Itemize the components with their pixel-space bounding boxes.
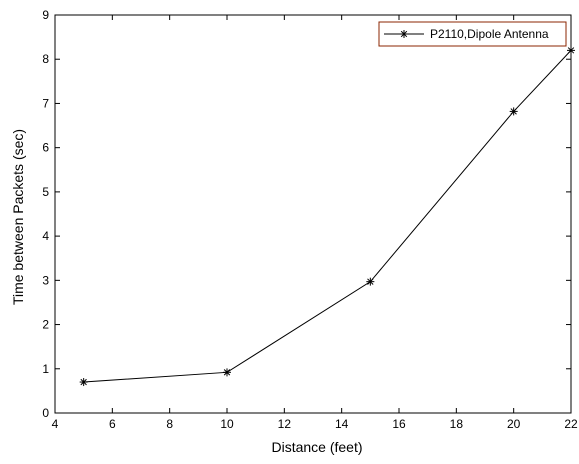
x-tick-label: 16 — [392, 417, 406, 431]
y-tick-label: 0 — [42, 406, 49, 420]
legend: P2110,Dipole Antenna — [378, 21, 567, 47]
y-tick-label: 9 — [42, 8, 49, 22]
y-tick-label: 2 — [42, 318, 49, 332]
x-tick-label: 18 — [450, 417, 464, 431]
series-layer — [79, 46, 575, 387]
x-tick-label: 20 — [507, 417, 521, 431]
y-tick-label: 6 — [42, 141, 49, 155]
x-tick-label: 4 — [52, 417, 59, 431]
y-tick-label: 1 — [42, 362, 49, 376]
y-tick-label: 5 — [42, 185, 49, 199]
data-point-marker — [79, 378, 88, 387]
legend-marker — [400, 30, 408, 38]
y-tick-label: 3 — [42, 273, 49, 287]
y-axis-label: Time between Packets (sec) — [10, 129, 26, 305]
data-point-marker — [567, 46, 575, 55]
data-point-marker — [400, 30, 408, 38]
x-tick-label: 6 — [109, 417, 116, 431]
x-tick-label: 12 — [278, 417, 292, 431]
x-tick-label: 8 — [166, 417, 173, 431]
x-tick-label: 10 — [220, 417, 234, 431]
x-tick-label: 14 — [335, 417, 349, 431]
y-tick-label: 8 — [42, 52, 49, 66]
axes-layer — [54, 14, 572, 414]
y-tick-label: 7 — [42, 96, 49, 110]
data-point-marker — [223, 368, 231, 377]
y-tick-label: 4 — [42, 229, 49, 243]
x-tick-label: 22 — [564, 417, 578, 431]
series-line — [83, 50, 572, 383]
plot-frame — [54, 14, 572, 414]
data-point-marker — [366, 277, 375, 286]
data-point-marker — [509, 107, 518, 116]
legend-label: P2110,Dipole Antenna — [430, 27, 549, 41]
x-axis-label: Distance (feet) — [271, 439, 362, 455]
